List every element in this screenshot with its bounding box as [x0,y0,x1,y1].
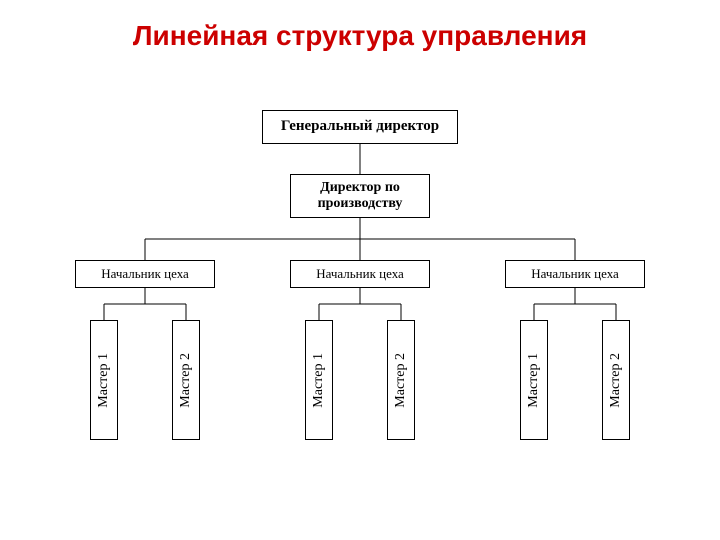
org-node-shop1: Начальник цеха [75,260,215,288]
org-node-label: Мастер 1 [311,353,327,408]
org-node-label: Мастер 1 [526,353,542,408]
org-node-label: Мастер 2 [178,353,194,408]
org-node-label: Мастер 2 [393,353,409,408]
org-node-shop2: Начальник цеха [290,260,430,288]
org-node-m22: Мастер 2 [387,320,415,440]
org-node-m12: Мастер 2 [172,320,200,440]
org-node-shop3: Начальник цеха [505,260,645,288]
org-node-m21: Мастер 1 [305,320,333,440]
org-node-m32: Мастер 2 [602,320,630,440]
org-node-m31: Мастер 1 [520,320,548,440]
org-node-label: Мастер 2 [608,353,624,408]
org-node-label: Мастер 1 [96,353,112,408]
org-node-m11: Мастер 1 [90,320,118,440]
page-title: Линейная структура управления [0,20,720,52]
org-node-root: Генеральный директор [262,110,458,144]
org-node-prod: Директор по производству [290,174,430,218]
